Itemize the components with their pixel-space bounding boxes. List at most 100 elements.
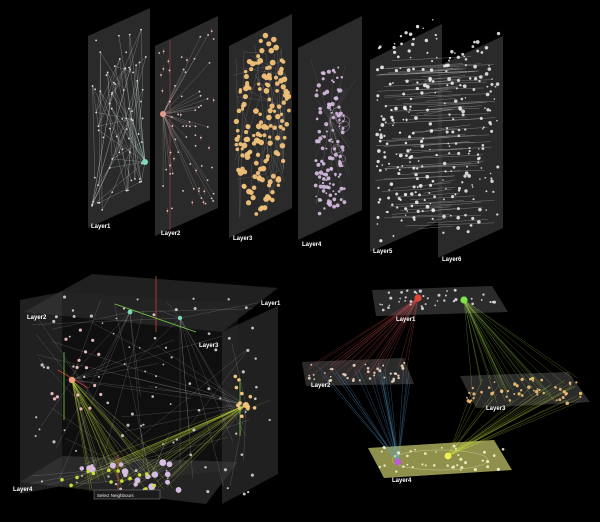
layer4-node — [318, 170, 324, 175]
bl-node — [83, 375, 86, 379]
layer5-node — [387, 162, 391, 165]
layer5-layer6-edge — [423, 188, 452, 194]
layer1-hub-edge — [98, 130, 146, 163]
layer5-node — [384, 121, 387, 124]
layer6-node — [485, 209, 488, 211]
br-layer3-node — [472, 396, 475, 400]
layer5-layer6-edge — [425, 98, 456, 102]
bl-grey-edge — [61, 355, 151, 479]
bl-layer3-plane[interactable] — [222, 306, 278, 504]
layer3-node — [284, 122, 290, 127]
br-layer1-plane[interactable] — [372, 286, 508, 316]
layer6-node — [444, 170, 447, 173]
layer-plane-4[interactable] — [298, 16, 362, 240]
layer5-node — [389, 182, 394, 186]
layer5-layer6-edge — [387, 137, 449, 142]
layer2-node — [197, 190, 200, 192]
layer5-node — [425, 204, 430, 209]
top-layer4-label: Layer4 — [302, 242, 322, 248]
bl-node — [40, 480, 44, 483]
layer4-node — [317, 211, 322, 216]
bl-node — [97, 375, 100, 378]
layer3-node — [262, 205, 268, 211]
layer2-edge — [162, 113, 167, 170]
layer2-node — [194, 134, 197, 137]
br-yellow-edge — [447, 385, 534, 457]
layer4-node — [328, 182, 332, 185]
br-layer2-node — [403, 361, 406, 364]
layer3-node — [266, 195, 272, 201]
br-layer1-node — [453, 288, 457, 292]
br-layer4-plane[interactable] — [368, 440, 512, 478]
br-green-edge — [463, 299, 482, 385]
layer1-edge — [97, 152, 120, 186]
layer5-layer6-edge — [427, 219, 488, 224]
layer5-node — [392, 45, 396, 50]
layer6-node — [450, 50, 454, 54]
br-layer2-node — [346, 376, 349, 380]
layer3-node — [279, 58, 284, 63]
layer6-node — [485, 190, 488, 193]
br-green-edge — [463, 299, 518, 387]
layer6-node — [455, 87, 458, 90]
select-neighbours-tooltip[interactable]: Select Neighbours — [93, 489, 161, 500]
layer6-node — [484, 72, 489, 76]
br-layer4-node — [452, 444, 456, 448]
layer6-node — [487, 67, 492, 71]
layer3-node — [268, 123, 273, 128]
br-blue-edge — [320, 373, 399, 463]
bl-layer1-plane[interactable] — [24, 274, 278, 332]
bl-node — [72, 315, 76, 318]
layer5-node — [409, 108, 411, 111]
br-layer1-node — [400, 291, 403, 294]
layer4-node — [335, 111, 339, 116]
layer5-node — [378, 198, 382, 201]
layer6-node — [495, 82, 500, 86]
bl-green-node — [116, 469, 120, 473]
layer5-layer6-edge — [416, 109, 453, 114]
bl-layer2-plane[interactable] — [20, 292, 62, 494]
layer6-node — [482, 126, 485, 129]
layer-plane-6[interactable] — [438, 36, 503, 258]
layer5-layer6-edge — [429, 201, 482, 208]
bl-yellow-node — [233, 374, 238, 379]
layer5-node — [376, 94, 380, 98]
layer5-node — [388, 82, 392, 86]
layer4-node — [322, 177, 326, 181]
bl-node — [207, 387, 211, 391]
layer1-node — [105, 74, 108, 77]
layer1-node — [106, 71, 109, 74]
br-red-edge — [345, 297, 419, 376]
br-layer4-node — [460, 466, 464, 470]
layer2-hub-node — [160, 111, 166, 117]
layer2-edge — [162, 34, 209, 115]
bl-yellow-edge — [166, 404, 247, 482]
layer6-node — [467, 174, 471, 178]
layer5-node — [385, 169, 387, 171]
layer2-node — [206, 179, 209, 182]
layer6-node — [452, 118, 455, 121]
layer1-edge — [134, 80, 138, 179]
layer5-node — [435, 37, 438, 40]
br-blue-edge — [389, 375, 399, 463]
layer5-node — [379, 135, 383, 140]
br-green-edge — [463, 299, 498, 404]
br-layer3-plane[interactable] — [460, 372, 590, 408]
bl-lavender-node — [166, 461, 173, 468]
layer1-edge — [113, 68, 126, 83]
bl-lavender-node — [134, 477, 141, 484]
layer5-node — [417, 160, 420, 162]
layer3-node — [280, 118, 285, 123]
layer2-node — [193, 57, 196, 60]
bl-yellow-edge — [108, 404, 247, 465]
layer5-layer6-edge — [384, 91, 452, 97]
br-layer3-node — [540, 378, 544, 382]
layer6-node — [448, 56, 452, 60]
layer1-edge — [109, 68, 126, 104]
layer5-node — [384, 104, 388, 108]
bl-grey-edge — [125, 404, 247, 432]
bl-node — [136, 298, 139, 301]
layer4-node — [322, 184, 327, 189]
layer4-edge — [329, 119, 351, 175]
bl-green-node — [60, 477, 64, 482]
